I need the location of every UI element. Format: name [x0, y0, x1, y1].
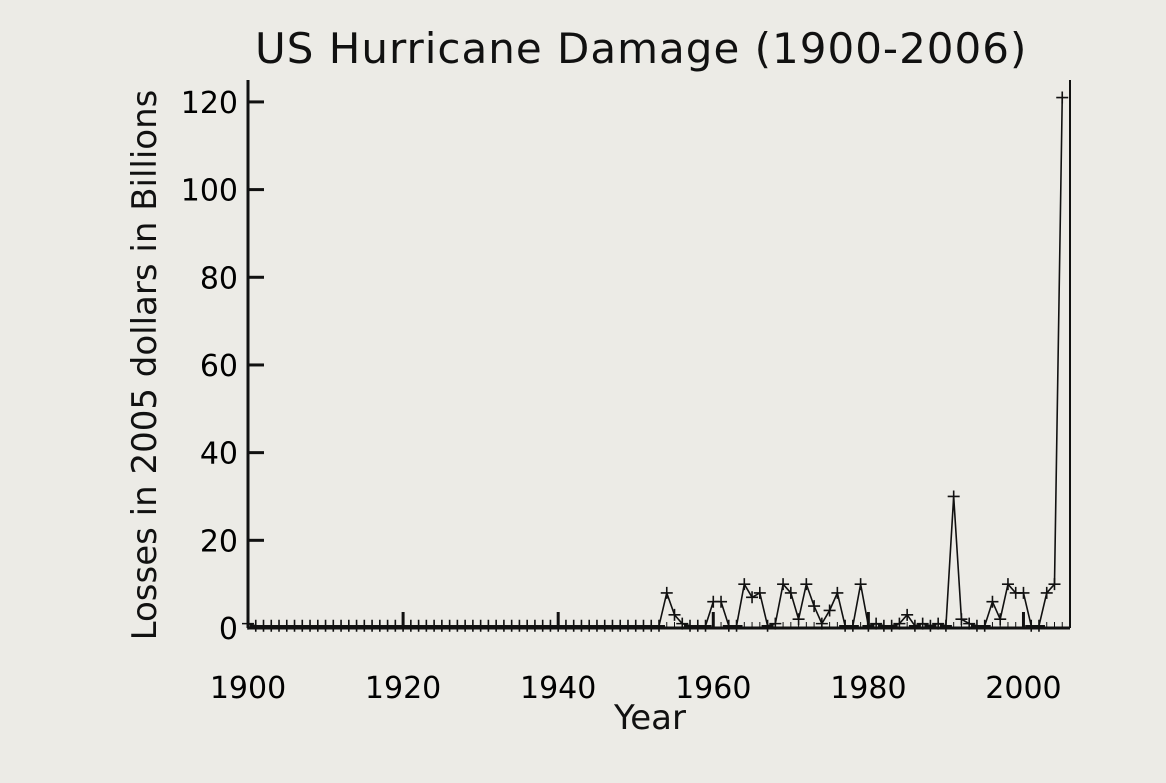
y-tick-label: 0 — [219, 612, 238, 647]
data-point — [994, 613, 1007, 626]
data-point — [978, 619, 991, 632]
x-tick-label: 1980 — [830, 671, 906, 706]
data-point — [676, 617, 689, 630]
data-point — [1032, 619, 1045, 632]
data-point — [769, 617, 782, 630]
data-point — [668, 608, 681, 621]
y-tick-label: 40 — [200, 437, 238, 472]
series-line — [247, 97, 1064, 627]
data-point — [1056, 91, 1069, 104]
data-point — [784, 586, 797, 599]
x-tick-label: 1920 — [365, 671, 441, 706]
data-point — [870, 617, 883, 630]
data-point — [753, 586, 766, 599]
data-point — [916, 617, 929, 630]
data-point — [901, 608, 914, 621]
data-point — [932, 617, 945, 630]
data-point — [846, 619, 859, 632]
data-point — [653, 619, 665, 632]
x-tick-label: 1940 — [520, 671, 596, 706]
data-point — [699, 619, 712, 632]
data-point — [885, 619, 898, 632]
data-point — [815, 617, 828, 630]
data-point — [738, 578, 751, 591]
data-point — [963, 617, 976, 630]
data-point — [792, 613, 805, 626]
data-point — [947, 490, 960, 503]
data-point — [862, 619, 875, 632]
data-point — [808, 600, 821, 613]
x-tick-label: 1960 — [675, 671, 751, 706]
data-point — [746, 591, 759, 604]
data-point — [908, 619, 921, 632]
y-tick-label: 120 — [181, 86, 238, 121]
x-tick-label: 1900 — [210, 671, 286, 706]
data-point — [800, 578, 813, 591]
data-point — [1001, 578, 1014, 591]
data-point — [730, 619, 743, 632]
y-tick-label: 100 — [181, 174, 238, 209]
data-point — [660, 586, 673, 599]
data-point — [823, 604, 836, 617]
data-point — [893, 617, 906, 630]
x-axis-label: Year — [614, 698, 686, 738]
x-tick-label: 2000 — [985, 671, 1061, 706]
data-point — [939, 619, 952, 632]
data-point — [1040, 586, 1053, 599]
data-point — [854, 578, 867, 591]
y-tick-label: 80 — [200, 261, 238, 296]
data-point — [242, 617, 254, 630]
y-tick-label: 60 — [200, 349, 238, 384]
data-point — [715, 595, 728, 608]
y-tick-label: 20 — [200, 524, 238, 559]
data-point — [924, 619, 937, 632]
chart-title: US Hurricane Damage (1900-2006) — [255, 24, 1028, 73]
data-point — [1017, 586, 1030, 599]
data-point — [777, 578, 790, 591]
data-point — [831, 586, 844, 599]
data-point — [1048, 578, 1061, 591]
data-point — [986, 595, 999, 608]
data-point — [955, 613, 968, 626]
data-point — [761, 619, 774, 632]
